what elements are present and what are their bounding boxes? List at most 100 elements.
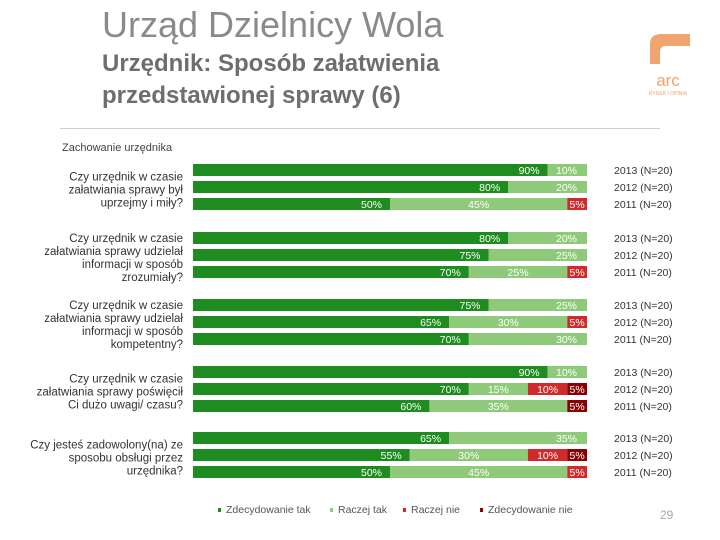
subtitle-line-1: Urzędnik: Sposób załatwienia <box>102 50 440 77</box>
bar-segment-raczej-tak <box>390 198 568 210</box>
bar-value-label: 80% <box>479 233 500 245</box>
page-number: 29 <box>660 508 674 522</box>
legend-swatch-raczej-tak <box>330 508 333 512</box>
subtitle-line-2: przedstawionej sprawy (6) <box>102 82 401 109</box>
logo-mark-icon <box>650 34 690 64</box>
question-label-line: Czy urzędnik w czasie <box>69 300 183 312</box>
bar-value-label: 65% <box>420 317 441 329</box>
bar-segment-zdecydowanie-tak <box>193 181 509 193</box>
bar-segment-raczej-tak <box>468 333 587 345</box>
bar-value-label: 75% <box>459 250 480 262</box>
bar-segment-zdecydowanie-tak <box>193 249 489 261</box>
legend-label: Raczej tak <box>338 504 388 516</box>
bar-value-label: 10% <box>556 367 577 379</box>
bar-segment-zdecydowanie-tak <box>193 299 489 311</box>
year-label: 2011 (N=20) <box>614 334 672 346</box>
year-label: 2013 (N=20) <box>614 233 673 245</box>
bar-value-label: 60% <box>400 401 421 413</box>
bar-value-label: 35% <box>556 433 577 445</box>
bar-segment-zdecydowanie-tak <box>193 333 469 345</box>
question-label-line: Czy urzędnik w czasie <box>69 374 183 386</box>
bar-segment-raczej-tak <box>409 449 528 461</box>
legend-label: Zdecydowanie tak <box>226 504 311 516</box>
question-label-line: Czy jesteś zadowolony(na) ze <box>30 440 183 452</box>
arc-logo: arc RYNEK I OPINIA <box>649 34 690 97</box>
bar-segment-zdecydowanie-tak <box>193 316 450 328</box>
bar-value-label: 20% <box>556 182 577 194</box>
bar-segment-zdecydowanie-tak <box>193 232 509 244</box>
bar-segment-raczej-tak <box>488 299 587 311</box>
year-label: 2012 (N=20) <box>614 317 673 329</box>
bar-segment-raczej-tak <box>390 466 568 478</box>
bar-value-label: 80% <box>479 182 500 194</box>
bar-segment-raczej-tak <box>488 249 587 261</box>
question-label-line: załatwiania sprawy udzielał <box>44 313 183 325</box>
bar-value-label: 25% <box>556 300 577 312</box>
bar-value-label: 10% <box>556 165 577 177</box>
page-title: Urząd Dzielnicy Wola <box>102 4 444 45</box>
year-label: 2013 (N=20) <box>614 165 673 177</box>
legend-swatch-raczej-nie <box>403 508 406 512</box>
question-label: Czy urzędnik w czasie załatwiania sprawy … <box>69 172 184 210</box>
bar-value-label: 10% <box>537 450 558 462</box>
bar-value-label: 5% <box>570 267 585 279</box>
bar-segment-raczej-tak <box>468 383 528 395</box>
year-label: 2012 (N=20) <box>614 182 673 194</box>
bar-segment-raczej-tak <box>508 181 587 193</box>
bar-value-label: 25% <box>556 250 577 262</box>
bar-segment-zdecydowanie-tak <box>193 466 390 478</box>
question-label-line: Ci dużo uwagi/ czasu? <box>68 400 183 412</box>
bar-value-label: 90% <box>519 367 540 379</box>
bar-value-label: 70% <box>440 384 461 396</box>
header-divider <box>60 128 660 129</box>
bar-value-label: 35% <box>488 401 509 413</box>
bar-segment-raczej-tak <box>468 266 568 278</box>
year-label: 2012 (N=20) <box>614 450 673 462</box>
bar-segment-raczej-tak <box>547 366 587 378</box>
question-label-line: kompetentny? <box>111 339 183 351</box>
bar-value-label: 20% <box>556 233 577 245</box>
bar-value-label: 90% <box>519 165 540 177</box>
question-label: Czy urzędnik w czasie załatwiania sprawy … <box>44 300 183 351</box>
question-label-line: załatwiania sprawy poświęcił <box>37 387 184 399</box>
bar-value-label: 5% <box>570 384 585 396</box>
bar-value-label: 70% <box>440 267 461 279</box>
bar-segment-raczej-tak <box>449 432 587 444</box>
logo-subtext: RYNEK I OPINIA <box>649 91 688 97</box>
bar-value-label: 10% <box>537 384 558 396</box>
bar-segment-zdecydowanie-nie <box>567 449 587 461</box>
bar-segment-zdecydowanie-tak <box>193 266 469 278</box>
bar-value-label: 5% <box>570 199 585 211</box>
year-label: 2011 (N=20) <box>614 467 672 479</box>
question-label-line: urzędnika? <box>127 466 183 478</box>
question-label: Czy urzędnik w czasie załatwiania sprawy … <box>44 233 183 284</box>
question-label-line: informacji w sposób <box>82 259 183 271</box>
bar-segment-zdecydowanie-nie <box>567 400 587 412</box>
bar-segment-raczej-tak <box>547 164 587 176</box>
bar-value-label: 30% <box>498 317 519 329</box>
bar-segment-zdecydowanie-tak <box>193 366 548 378</box>
bar-segment-raczej-tak <box>508 232 587 244</box>
year-label: 2012 (N=20) <box>614 250 673 262</box>
bar-value-label: 70% <box>440 334 461 346</box>
bar-value-label: 55% <box>381 450 402 462</box>
question-label-line: załatwiania sprawy był <box>69 185 184 197</box>
bar-value-label: 30% <box>556 334 577 346</box>
bar-segment-raczej-nie <box>567 198 587 210</box>
question-label: Czy urzędnik w czasie załatwiania sprawy … <box>37 374 184 412</box>
bar-value-label: 45% <box>468 467 489 479</box>
year-label: 2013 (N=20) <box>614 300 673 312</box>
question-label-line: zrozumiały? <box>122 272 183 284</box>
legend-swatch-zdecydowanie-nie <box>480 508 483 512</box>
question-label-line: załatwiania sprawy udzielał <box>44 246 183 258</box>
legend-swatch-zdecydowanie-tak <box>218 508 221 512</box>
bar-value-label: 50% <box>361 199 382 211</box>
bar-segment-zdecydowanie-tak <box>193 198 390 210</box>
bar-value-label: 5% <box>570 401 585 413</box>
year-label: 2012 (N=20) <box>614 384 673 396</box>
bar-segment-raczej-nie <box>567 466 587 478</box>
bar-value-label: 50% <box>361 467 382 479</box>
bar-segment-raczej-nie <box>567 316 587 328</box>
legend-label: Raczej nie <box>411 504 460 516</box>
